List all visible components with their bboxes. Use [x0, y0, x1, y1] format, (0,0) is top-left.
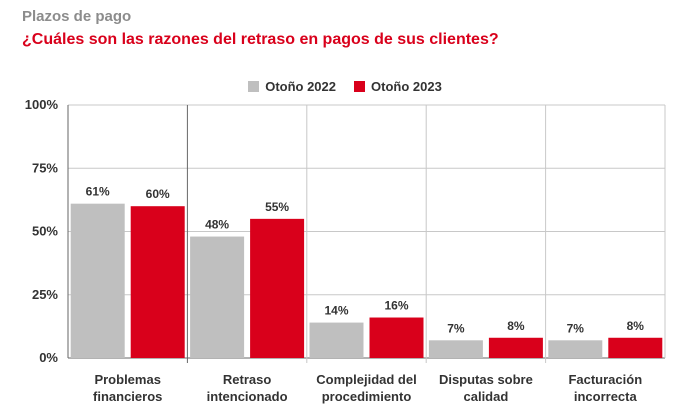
data-label: 16%	[384, 299, 408, 313]
x-category-label: Facturación incorrecta	[568, 372, 642, 404]
bar-series-1	[548, 340, 603, 358]
bar-series-1	[190, 236, 245, 358]
data-label: 7%	[567, 321, 585, 335]
y-tick-label: 75%	[32, 160, 58, 175]
legend-swatch-series-1	[248, 81, 260, 92]
bars-layer	[70, 203, 663, 358]
x-category-label: Complejidad del procedimiento	[316, 372, 416, 404]
bar-series-2	[608, 337, 663, 358]
legend-swatch-series-2	[354, 81, 365, 92]
x-category-label: Problemas financieros	[93, 372, 162, 404]
data-label: 61%	[86, 185, 110, 199]
data-label: 55%	[265, 200, 289, 214]
data-label: 7%	[447, 321, 465, 335]
data-label: 60%	[146, 187, 170, 201]
bar-series-1	[309, 322, 364, 358]
y-tick-label: 100%	[25, 97, 59, 112]
labels-layer: 61% 60% Problemas financieros 48% 55% Retraso i…	[86, 185, 645, 404]
chart-title: ¿Cuáles son las razones del retraso en p…	[22, 31, 499, 48]
bar-series-1	[70, 203, 125, 358]
bar-series-2	[250, 218, 305, 358]
data-label: 48%	[205, 218, 229, 232]
chart-legend: Otoño 2022 Otoño 2023	[0, 79, 690, 94]
data-label: 14%	[324, 304, 348, 318]
legend-item-series-1: Otoño 2022	[248, 79, 336, 94]
legend-item-series-2: Otoño 2023	[354, 79, 442, 94]
data-label: 8%	[507, 319, 525, 333]
data-label: 8%	[627, 319, 645, 333]
x-category-label: Retraso intencionado	[207, 372, 288, 404]
bar-series-2	[369, 317, 424, 358]
x-category-label: Disputas sobre calidad	[439, 372, 533, 404]
chart-kicker: Plazos de pago	[22, 8, 132, 25]
bar-series-1	[428, 340, 483, 358]
y-tick-label: 25%	[32, 287, 58, 302]
legend-label-series-1: Otoño 2022	[265, 79, 336, 94]
bar-series-2	[488, 337, 543, 358]
y-tick-label: 0%	[39, 350, 58, 365]
legend-label-series-2: Otoño 2023	[371, 79, 442, 94]
y-tick-label: 50%	[32, 224, 58, 239]
bar-series-2	[130, 206, 185, 358]
